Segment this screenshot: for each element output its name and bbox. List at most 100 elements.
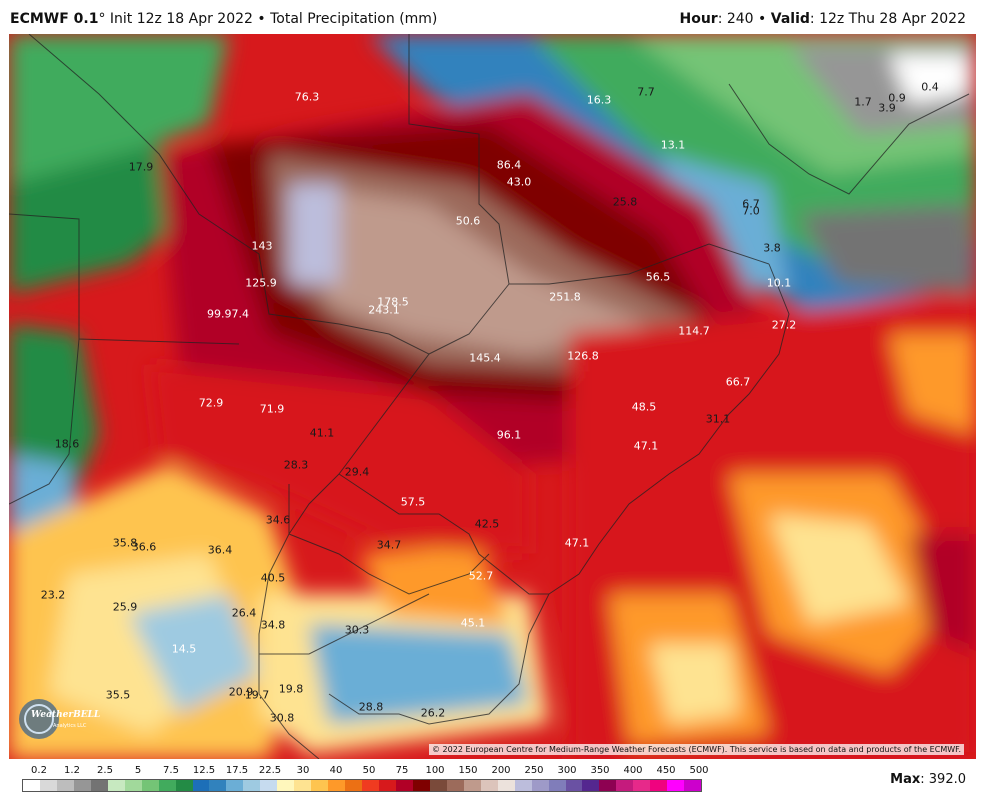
precip-value-label: 41.1 [309, 426, 335, 440]
valid-separator: • [753, 11, 771, 27]
precipitation-map: 76.3 16.3 7.7 1.7 0.9 3.9 0.4 17.9 86.4 43.0 13.1 2… [9, 34, 976, 759]
precip-value-label: 27.2 [771, 318, 797, 332]
legend-swatch [345, 780, 363, 791]
max-label: Max [890, 772, 921, 787]
legend-swatch [90, 780, 108, 791]
precip-value-label: 0.4 [921, 80, 939, 94]
legend-tick-label: 75 [395, 765, 409, 776]
precip-value-label: 66.7 [725, 375, 751, 389]
legend-tick-label: 150 [458, 765, 478, 776]
legend-tick-label: 200 [491, 765, 511, 776]
legend-tick-label: 50 [362, 765, 376, 776]
precip-value-label: 26.2 [420, 706, 446, 720]
legend-swatch [192, 780, 210, 791]
precip-value-label: 34.7 [376, 538, 402, 552]
legend-swatch [667, 780, 685, 791]
legend-swatch [599, 780, 617, 791]
legend-swatch [531, 780, 549, 791]
legend-swatch [362, 780, 380, 791]
precip-value-label: 71.9 [259, 402, 285, 416]
precip-value-label: 36.4 [207, 543, 233, 557]
precip-value-label: 25.9 [112, 600, 138, 614]
precip-value-label: 3.8 [763, 241, 781, 255]
precip-value-label: 47.1 [564, 536, 590, 550]
precip-value-label: 126.8 [567, 349, 599, 363]
header: ECMWF 0.1° Init 12z 18 Apr 2022 • Total … [0, 0, 984, 34]
precip-value-label: 19.7 [244, 688, 270, 702]
ecmwf-credit: © 2022 European Centre for Medium-Range … [429, 744, 964, 755]
precip-value-label: 99.97.4 [207, 307, 249, 321]
legend-swatch [124, 780, 142, 791]
precip-value-label: 47.1 [633, 439, 659, 453]
legend-tick-label: 500 [689, 765, 709, 776]
legend-tick-label: 22.5 [258, 765, 282, 776]
legend-swatch [582, 780, 600, 791]
legend-tick-label: 100 [425, 765, 445, 776]
precip-value-label: 18.6 [54, 437, 80, 451]
precip-value-label: 143 [251, 239, 273, 253]
legend-swatch [141, 780, 159, 791]
precip-value-label: 52.7 [468, 569, 494, 583]
legend-tick-label: 300 [557, 765, 577, 776]
legend-swatch [107, 780, 125, 791]
legend-swatch [260, 780, 278, 791]
precip-value-label: 25.8 [612, 195, 638, 209]
legend-tick-label: 7.5 [163, 765, 179, 776]
precip-value-label: 29.4 [344, 465, 370, 479]
legend-swatch [39, 780, 57, 791]
legend-swatch [379, 780, 396, 791]
legend-tick-label: 17.5 [225, 765, 249, 776]
legend-swatch [158, 780, 176, 791]
legend-swatch [514, 780, 532, 791]
precip-value-label: 48.5 [631, 400, 657, 414]
precip-value-label: 34.6 [265, 513, 291, 527]
precip-value-label: 0.9 [888, 91, 906, 105]
max-value: Max: 392.0 [890, 772, 966, 787]
precip-value-label: 6.7 [742, 197, 760, 211]
legend-tick-label: 250 [524, 765, 544, 776]
hour-value: : 240 [717, 11, 754, 27]
legend-swatch [480, 780, 498, 791]
precip-value-label: 114.7 [678, 324, 710, 338]
legend-swatch [23, 780, 40, 791]
max-number: : 392.0 [920, 772, 966, 787]
logo-subtext: Analytics LLC [53, 723, 87, 729]
legend-tick-label: 40 [329, 765, 343, 776]
legend-swatch [328, 780, 346, 791]
precip-value-label: 7.7 [637, 85, 655, 99]
precip-value-label: 30.8 [269, 711, 295, 725]
legend-tick-label: 450 [656, 765, 676, 776]
precip-value-label: 145.4 [469, 351, 501, 365]
hour-label: Hour [679, 11, 718, 27]
legend-swatch [497, 780, 515, 791]
precip-value-label: 13.1 [660, 138, 686, 152]
legend-swatch [463, 780, 481, 791]
legend-swatch [412, 780, 430, 791]
precip-value-label: 3.9 [878, 101, 896, 115]
precip-value-label: 31.1 [705, 412, 731, 426]
precip-value-label: 57.5 [400, 495, 426, 509]
legend-swatch [243, 780, 261, 791]
precip-value-label: 23.2 [40, 588, 66, 602]
precip-value-label: 40.5 [260, 571, 286, 585]
precip-value-label: 28.3 [283, 458, 309, 472]
map-title: ECMWF 0.1° Init 12z 18 Apr 2022 • Total … [10, 11, 437, 27]
precip-value-label: 36.6 [131, 540, 157, 554]
legend-swatch [616, 780, 634, 791]
precip-value-label: 30.3 [344, 623, 370, 637]
product-name: Total Precipitation (mm) [270, 11, 438, 27]
legend-tick-label: 350 [590, 765, 610, 776]
init-time: Init 12z 18 Apr 2022 [105, 11, 253, 27]
legend-swatch [650, 780, 668, 791]
legend-swatch [277, 780, 295, 791]
precip-value-label: 50.6 [455, 214, 481, 228]
legend-swatch [429, 780, 447, 791]
precip-value-label: 35.5 [105, 688, 131, 702]
legend-swatch [175, 780, 193, 791]
valid-label: Valid [770, 11, 810, 27]
precip-value-label: 96.1 [496, 428, 522, 442]
precip-value-label: 34.8 [260, 618, 286, 632]
precip-value-label: 35.8 [112, 536, 138, 550]
precip-value-label: 28.8 [358, 700, 384, 714]
legend-swatch [548, 780, 566, 791]
